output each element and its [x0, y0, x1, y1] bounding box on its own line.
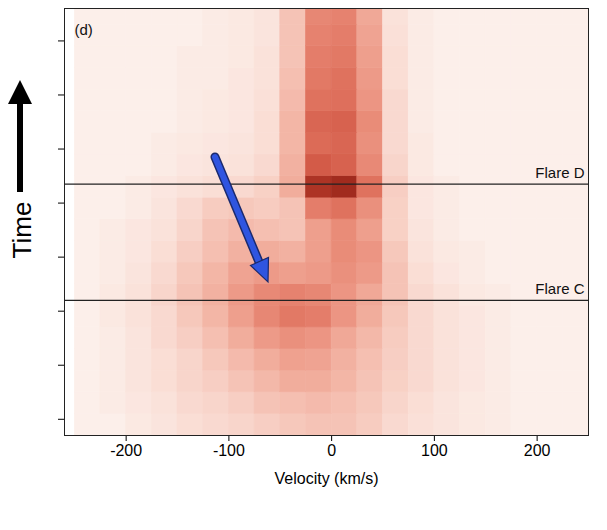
svg-text:(d): (d) — [75, 21, 93, 38]
svg-text:Flare D: Flare D — [535, 164, 584, 181]
svg-text:200: 200 — [524, 442, 551, 459]
svg-text:0: 0 — [327, 442, 336, 459]
svg-text:Velocity (km/s): Velocity (km/s) — [274, 470, 378, 487]
svg-text:-100: -100 — [213, 442, 245, 459]
svg-text:Flare C: Flare C — [535, 280, 584, 297]
svg-text:-200: -200 — [110, 442, 142, 459]
svg-text:Time: Time — [7, 202, 37, 259]
svg-text:100: 100 — [421, 442, 448, 459]
